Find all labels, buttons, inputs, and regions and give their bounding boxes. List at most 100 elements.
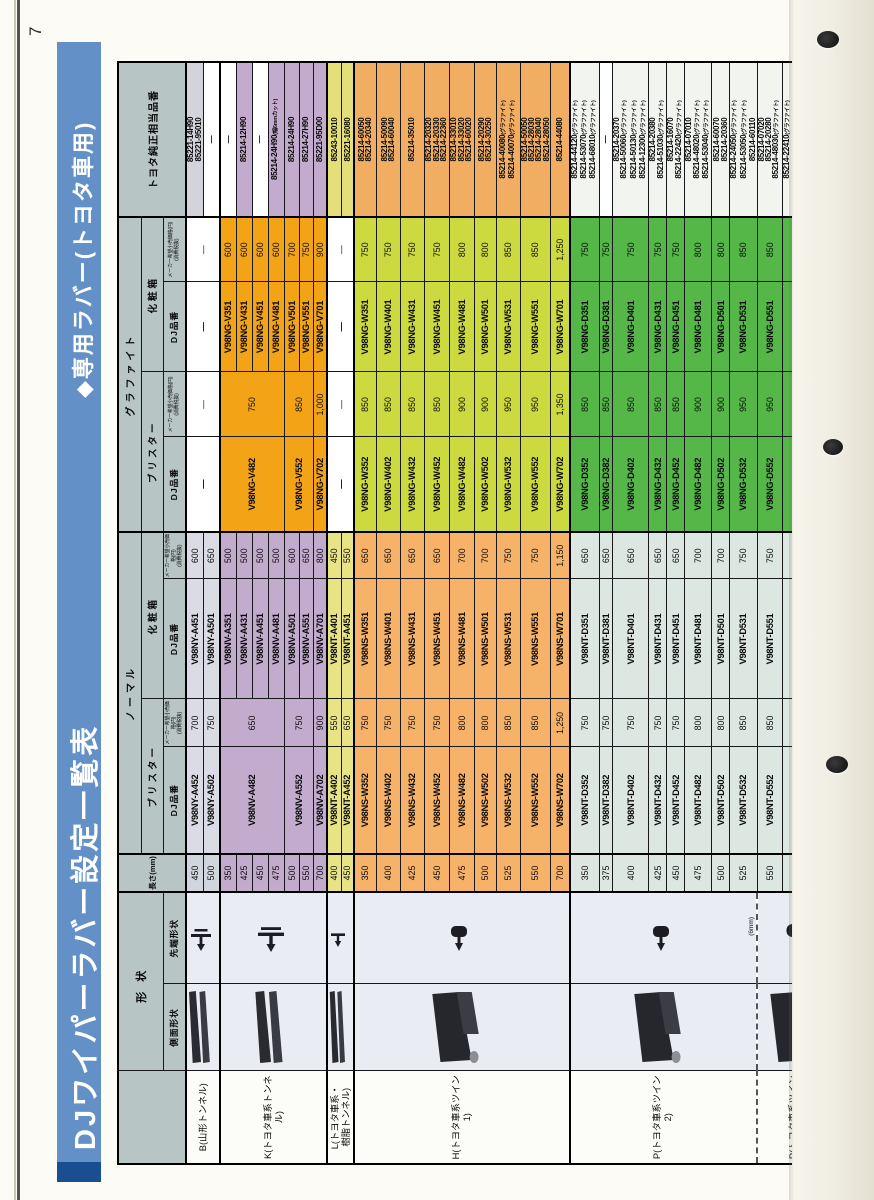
price-cell: 750 — [400, 699, 424, 747]
dj-part-cell: V98NG-D352 — [569, 437, 600, 532]
dj-part-cell: V98NG-V451 — [252, 282, 268, 372]
dj-part-cell: V98NT-A402 — [327, 747, 341, 854]
price-cell: 650 — [220, 699, 284, 747]
tip-shape-cell: (6mm) — [569, 892, 758, 984]
price-cell: 850 — [424, 372, 449, 437]
toyota-part-cell: 85214-20290 85214-30250 — [474, 62, 496, 217]
dj-part-cell: V98NS-W481 — [449, 579, 474, 699]
price-cell: 650 — [599, 532, 613, 579]
dj-part-cell: V98NT-D431 — [648, 579, 667, 699]
spine-shadow — [14, 0, 16, 1200]
price-cell: 750 — [376, 699, 400, 747]
price-cell: — — [327, 217, 354, 282]
length-cell: 500 — [284, 854, 299, 892]
price-cell: 750 — [354, 699, 376, 747]
price-cell: 650 — [612, 532, 649, 579]
length-cell: 525 — [496, 854, 520, 892]
part-note: (グラファイト) — [641, 100, 648, 135]
dj-part-cell: V98NT-A452 — [341, 747, 354, 854]
banner-title: DJワイパーラバー設定一覧表 — [70, 723, 102, 1150]
dj-part-cell: V98NV-A551 — [299, 579, 313, 699]
dj-part-cell: V98NT-D551 — [757, 579, 783, 699]
toyota-part-cell: 85214-07020 85214-20280 85214-48030(グラファイト… — [757, 62, 783, 217]
dj-part-cell: V98NG-W481 — [449, 282, 474, 372]
dj-part-cell: V98NG-D452 — [666, 437, 685, 532]
tip-shape-icon — [451, 926, 468, 952]
dj-part-cell: V98NG-D502 — [711, 437, 730, 532]
dj-part-cell: V98NT-D451 — [666, 579, 685, 699]
dj-part-cell: V98NG-W531 — [496, 282, 520, 372]
length-cell: 450 — [424, 854, 449, 892]
toyota-part-cell: 85221-16080 — [341, 62, 354, 217]
price-cell: 650 — [203, 532, 220, 579]
dj-part-cell: V98NG-D351 — [569, 282, 600, 372]
toyota-part-cell: 85214-12H90 — [236, 62, 252, 217]
price-cell: 850 — [666, 372, 685, 437]
dj-part-cell: V98NT-D501 — [711, 579, 730, 699]
price-cell: 700 — [284, 217, 299, 282]
part-note: (グラファイト) — [741, 100, 748, 135]
tip-shape-icon — [331, 933, 345, 948]
length-cell: 475 — [268, 854, 284, 892]
part-note: (幅6mmカット) — [273, 99, 280, 135]
price-cell: 650 — [424, 532, 449, 579]
price-cell: 500 — [252, 532, 268, 579]
toyota-part-cell: 85214-35010 — [400, 62, 424, 217]
length-cell: 550 — [520, 854, 551, 892]
length-cell: 425 — [236, 854, 252, 892]
price-cell: 900 — [449, 372, 474, 437]
part-note: (グラファイト) — [510, 100, 516, 135]
tip-shape-icon — [258, 927, 284, 953]
toyota-part-header: トヨタ純正相当品番 — [118, 62, 186, 217]
length-cell: 550 — [757, 854, 783, 892]
price-cell: 1,350 — [550, 372, 570, 437]
dj-part-cell: V98NG-W431 — [400, 282, 424, 372]
dj-part-cell: V98NG-V701 — [313, 282, 327, 372]
dj-part-cell: V98NG-V702 — [313, 437, 327, 532]
dj-part-cell: — — [327, 437, 354, 532]
price-cell: 500 — [268, 532, 284, 579]
price-cell: 950 — [520, 372, 551, 437]
dj-part-cell: V98NG-W502 — [474, 437, 496, 532]
dj-part-cell: V98NY-A502 — [203, 747, 220, 854]
price-cell: 500 — [236, 532, 252, 579]
price-cell: 600 — [268, 217, 284, 282]
price-cell: 550 — [341, 532, 354, 579]
tip-shape-cell — [354, 892, 570, 984]
group-label: H(トヨタ車系ツイン1) — [354, 1071, 570, 1164]
price-cell: 600 — [186, 532, 203, 579]
price-cell: 700 — [186, 699, 203, 747]
dj-part-cell: V98NG-D552 — [757, 437, 783, 532]
tip-shape-icon — [652, 926, 669, 952]
group-label: P(トヨタ車系ツイン2) — [569, 1071, 758, 1164]
toyota-part-cell: — — [599, 62, 613, 217]
toyota-part-cell: — — [252, 62, 268, 217]
length-cell: 450 — [341, 854, 354, 892]
price-cell: 750 — [612, 699, 649, 747]
price-cell: 800 — [313, 532, 327, 579]
price-cell: 650 — [400, 532, 424, 579]
dj-part-cell: V98NG-D551 — [757, 282, 783, 372]
dj-part-cell: V98NG-W452 — [424, 437, 449, 532]
dj-part-cell: V98NS-W402 — [376, 747, 400, 854]
price-cell: — — [186, 217, 220, 282]
dj-part-cell: V98NG-W402 — [376, 437, 400, 532]
price-cell: 750 — [220, 372, 284, 437]
length-cell: 350 — [354, 854, 376, 892]
price-cell: 700 — [684, 532, 712, 579]
length-cell: 400 — [376, 854, 400, 892]
dj-part-cell: V98NT-D351 — [569, 579, 600, 699]
dj-part-cell: V98NT-A451 — [341, 579, 354, 699]
price-cell: 750 — [599, 217, 613, 282]
dj-part-cell: V98NG-D482 — [684, 437, 712, 532]
dj-part-cell: V98NG-D401 — [612, 282, 649, 372]
dj-part-cell: V98NS-W352 — [354, 747, 376, 854]
dj-part-cell: V98NG-W352 — [354, 437, 376, 532]
dj-part-cell: V98NT-D381 — [599, 579, 613, 699]
table-row: L(トヨタ車系・ 樹脂トンネル) 400 V98NT-A402 550 V98NT-A4… — [327, 62, 354, 1164]
toyota-part-cell: 85243-10010 — [327, 62, 341, 217]
dj-part-cell: V98NT-A401 — [327, 579, 341, 699]
table-row: K(トヨタ車系トンネル) 350 V98NV-A482 650 V98NV-A351 5… — [220, 62, 327, 1164]
dj-part-cell: V98NG-V482 — [220, 437, 284, 532]
dj-part-cell: V98NG-D381 — [599, 282, 613, 372]
